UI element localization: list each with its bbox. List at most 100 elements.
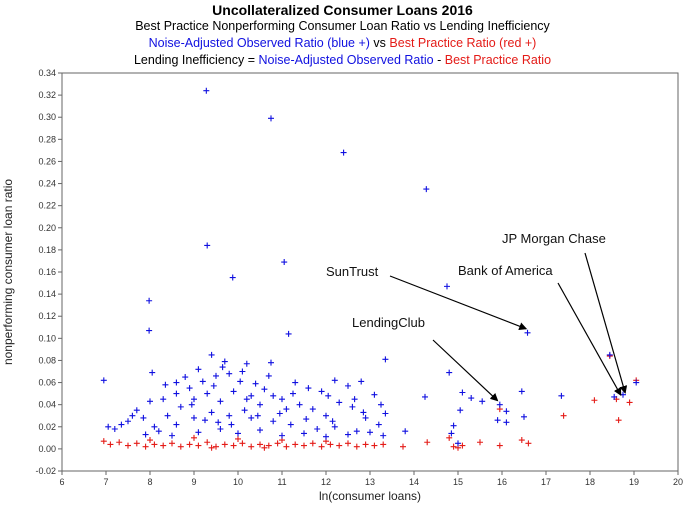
observed-point [606,351,613,358]
annotation-arrow [389,275,528,331]
best-practice-point [213,443,219,450]
observed-point [226,370,233,377]
x-tick-label: 6 [59,477,64,487]
observed-point [371,391,378,398]
observed-point [378,401,384,408]
observed-point [265,372,272,379]
best-practice-point [283,443,290,450]
observed-point [257,401,263,408]
observed-point [169,432,175,439]
observed-point [345,431,351,438]
best-practice-point [116,439,123,446]
observed-point [331,377,338,384]
x-tick-label: 17 [541,477,551,487]
observed-point [221,358,228,365]
x-tick-label: 11 [277,477,286,487]
observed-point [261,386,268,393]
observed-point [340,149,347,156]
definition-observed: Noise-Adjusted Observed Ratio [258,53,434,67]
x-tick-label: 10 [233,477,243,487]
observed-point [325,392,332,399]
best-practice-point [380,441,387,448]
best-practice-point [248,443,255,450]
observed-point [204,242,211,249]
best-practice-point [100,438,107,445]
best-practice-point [446,434,453,441]
y-tick-label: 0.14 [38,289,56,299]
observed-point [129,412,136,419]
best-practice-point [191,434,197,441]
best-practice-point [151,441,158,448]
x-tick-label: 8 [147,477,152,487]
best-practice-point [353,443,360,450]
best-practice-point [239,440,246,447]
best-practice-point [518,437,525,444]
observed-point [268,115,274,122]
observed-point [287,421,294,428]
chart-title: Uncollateralized Consumer Loans 2016 [212,2,473,18]
observed-point [213,372,219,379]
observed-point [558,392,565,399]
observed-point [182,374,189,381]
best-practice-point [265,442,272,449]
x-tick-label: 19 [629,477,639,487]
best-practice-point [208,444,215,451]
observed-point [195,429,202,436]
observed-point [140,414,147,421]
best-practice-point [125,442,131,449]
best-practice-point [345,440,351,447]
observed-point [323,412,329,419]
observed-point [208,409,215,416]
x-tick-label: 18 [585,477,595,487]
y-tick-label: 0.00 [38,444,56,454]
best-practice-point [615,417,622,424]
y-tick-label: 0.22 [38,201,56,211]
annotation-arrow [432,339,499,402]
observed-point [351,396,358,403]
y-tick-label: 0.12 [38,311,56,321]
observed-point [118,421,125,428]
best-practice-point [195,442,202,449]
observed-point [155,428,162,435]
best-practice-point [560,412,567,419]
best-practice-point [107,441,114,448]
observed-point [173,421,180,428]
x-tick-label: 15 [453,477,463,487]
observed-point [276,410,283,417]
best-practice-point [186,441,193,448]
x-tick-label: 7 [103,477,108,487]
observed-point [219,364,226,371]
observed-point [446,369,453,376]
definition-line: Lending Inefficiency = Noise-Adjusted Ob… [0,53,685,67]
observed-point [142,431,149,438]
observed-point [305,385,312,392]
observed-point [503,408,510,415]
annotation-label: SunTrust [326,264,379,279]
observed-point [188,401,195,408]
best-practice-point [477,439,483,446]
observed-point [217,398,224,405]
observed-point [243,360,250,367]
y-tick-label: 0.08 [38,355,56,365]
observed-point [292,379,299,386]
observed-point [217,425,224,432]
observed-point [202,417,208,424]
observed-point [283,406,290,413]
observed-point [133,407,140,414]
observed-point [380,432,387,439]
observed-point [237,378,244,385]
best-practice-point [257,441,263,448]
best-practice-point [336,442,343,449]
observed-point [314,425,321,432]
observed-point [329,418,336,425]
observed-point [125,418,131,425]
observed-point [215,419,222,426]
observed-point [494,417,501,424]
observed-point [173,390,180,397]
chart-subtitle: Best Practice Nonperforming Consumer Loa… [135,19,550,33]
best-practice-point [400,443,406,450]
observed-point [254,412,261,419]
observed-point [248,414,255,421]
observed-point [186,385,193,392]
